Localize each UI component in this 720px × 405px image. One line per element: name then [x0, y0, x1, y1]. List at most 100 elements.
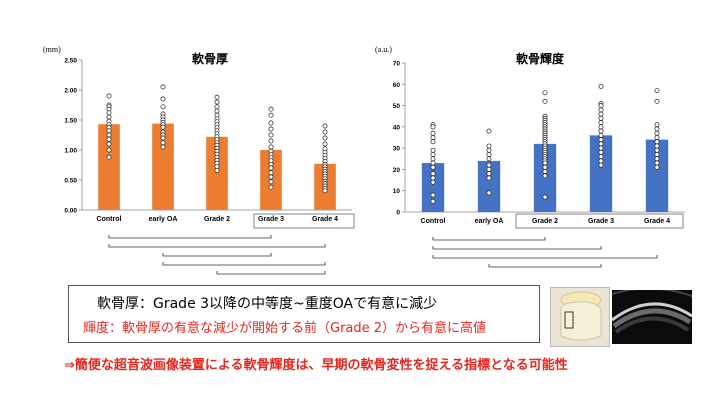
intensity-data-point: [598, 111, 604, 117]
echo-intensity-chart: (a.u.) 軟骨輝度 0 10 20 30 40 50 60 70 Control early …: [375, 45, 685, 268]
intensity-data-point: [654, 152, 660, 157]
conclusion-text: ⇒簡便な超音波画像装置による軟骨輝度は、早期の軟骨変性を捉える指標となる可能性: [64, 358, 568, 373]
thickness-data-point: [322, 135, 328, 141]
intensity-data-point: [486, 128, 492, 134]
thickness-data-point: [268, 179, 274, 185]
intensity-data-point: [430, 175, 436, 181]
intensity-y-tick-label: 30: [393, 146, 401, 153]
thickness-data-point: [106, 110, 112, 116]
intensity-data-point: [486, 156, 492, 162]
intensity-data-point: [654, 164, 660, 170]
intensity-data-point: [486, 152, 492, 157]
thickness-category-label: Grade 3: [258, 216, 284, 223]
intensity-data-point: [598, 137, 604, 143]
intensity-highlight-box: [515, 213, 684, 229]
intensity-significance-bracket: [432, 246, 602, 250]
thickness-data-point: [106, 136, 112, 142]
intensity-y-tick-label: 0: [396, 210, 400, 217]
intensity-data-point: [430, 156, 436, 162]
intensity-data-point: [486, 166, 492, 172]
intensity-data-point: [654, 139, 660, 145]
intensity-bar: [589, 135, 613, 212]
thickness-category-label: Grade 2: [204, 216, 230, 223]
ultrasound-image: [612, 290, 692, 344]
intensity-data-point: [654, 98, 660, 104]
intensity-significance-bracket: [432, 237, 546, 241]
knee-photo-graphic: [551, 288, 609, 346]
intensity-data-point: [654, 130, 660, 136]
thickness-data-point: [268, 126, 274, 132]
intensity-data-point: [654, 122, 660, 128]
intensity-bar: [477, 160, 501, 212]
thickness-data-point: [160, 140, 166, 146]
intensity-data-point: [542, 164, 548, 170]
thickness-bar: [152, 123, 174, 210]
thickness-category-label: Grade 4: [312, 216, 338, 223]
thickness-data-point: [160, 84, 166, 90]
intensity-data-point: [430, 164, 436, 170]
intensity-data-point: [598, 103, 604, 109]
thickness-data-point: [322, 123, 328, 129]
thickness-data-point: [106, 147, 112, 153]
intensity-data-point: [430, 124, 436, 130]
intensity-data-point: [542, 169, 548, 175]
intensity-data-point: [654, 156, 660, 162]
thickness-chart-title: 軟骨厚: [192, 51, 228, 66]
cartilage-thickness-chart: (mm) 軟骨厚 0.00 0.50 1.00 1.50 2.00 2.50 Control…: [43, 45, 355, 275]
intensity-data-point: [486, 190, 492, 196]
intensity-data-point: [542, 90, 548, 96]
intensity-bar: [421, 163, 445, 212]
intensity-unit-label: (a.u.): [375, 45, 392, 54]
thickness-unit-label: (mm): [43, 45, 61, 54]
thickness-category-label: Control: [97, 216, 122, 223]
intensity-data-point: [486, 162, 492, 168]
thickness-y-tick-label: 2.00: [64, 88, 77, 95]
thickness-data-point: [160, 144, 166, 150]
intensity-data-point: [430, 130, 436, 136]
intensity-y-tick-label: 20: [393, 167, 401, 174]
intensity-y-tick-label: 10: [393, 188, 401, 195]
thickness-data-point: [160, 135, 166, 141]
ultrasound-graphic: [612, 290, 692, 344]
intensity-data-point: [598, 154, 604, 160]
thickness-significance-bracket: [162, 253, 272, 257]
thickness-y-tick-label: 0.50: [64, 178, 77, 185]
thickness-significance-bracket: [108, 244, 326, 248]
thickness-significance-bracket: [162, 262, 326, 266]
intensity-category-label: Grade 3: [588, 218, 614, 225]
intensity-significance-bracket: [432, 255, 658, 259]
thickness-data-point: [106, 132, 112, 138]
intensity-data-point: [430, 198, 436, 204]
thickness-data-point: [160, 104, 166, 110]
intensity-y-tick-label: 70: [393, 61, 401, 68]
intensity-significance-bracket: [488, 264, 602, 268]
intensity-data-point: [598, 162, 604, 168]
intensity-data-point: [598, 124, 604, 130]
thickness-data-point: [106, 93, 112, 99]
intensity-chart-title: 軟骨輝度: [516, 51, 565, 66]
intensity-data-point: [430, 139, 436, 145]
intensity-data-point: [486, 175, 492, 181]
intensity-data-point: [654, 126, 660, 132]
thickness-data-point: [322, 141, 328, 147]
intensity-category-label: Control: [421, 218, 446, 225]
intensity-data-point: [598, 115, 604, 121]
intensity-data-point: [542, 160, 548, 166]
summary-box: 軟骨厚：Grade 3以降の中等度~重度OAで有意に減少 輝度：軟骨厚の有意な減…: [68, 285, 540, 343]
thickness-bar: [206, 136, 228, 210]
thickness-data-point: [106, 141, 112, 147]
intensity-data-point: [598, 107, 604, 113]
intensity-y-tick-label: 50: [393, 103, 401, 110]
thickness-data-point: [268, 106, 274, 112]
intensity-data-point: [654, 147, 660, 153]
thickness-data-point: [268, 165, 274, 171]
intensity-data-point: [598, 128, 604, 134]
intensity-data-point: [598, 132, 604, 138]
knee-joint-photo: [550, 287, 610, 347]
thickness-data-point: [322, 129, 328, 135]
intensity-data-point: [430, 147, 436, 153]
intensity-data-point: [542, 173, 548, 179]
intensity-y-tick-label: 40: [393, 124, 401, 131]
thickness-data-point: [268, 112, 274, 118]
thickness-data-point: [268, 174, 274, 180]
